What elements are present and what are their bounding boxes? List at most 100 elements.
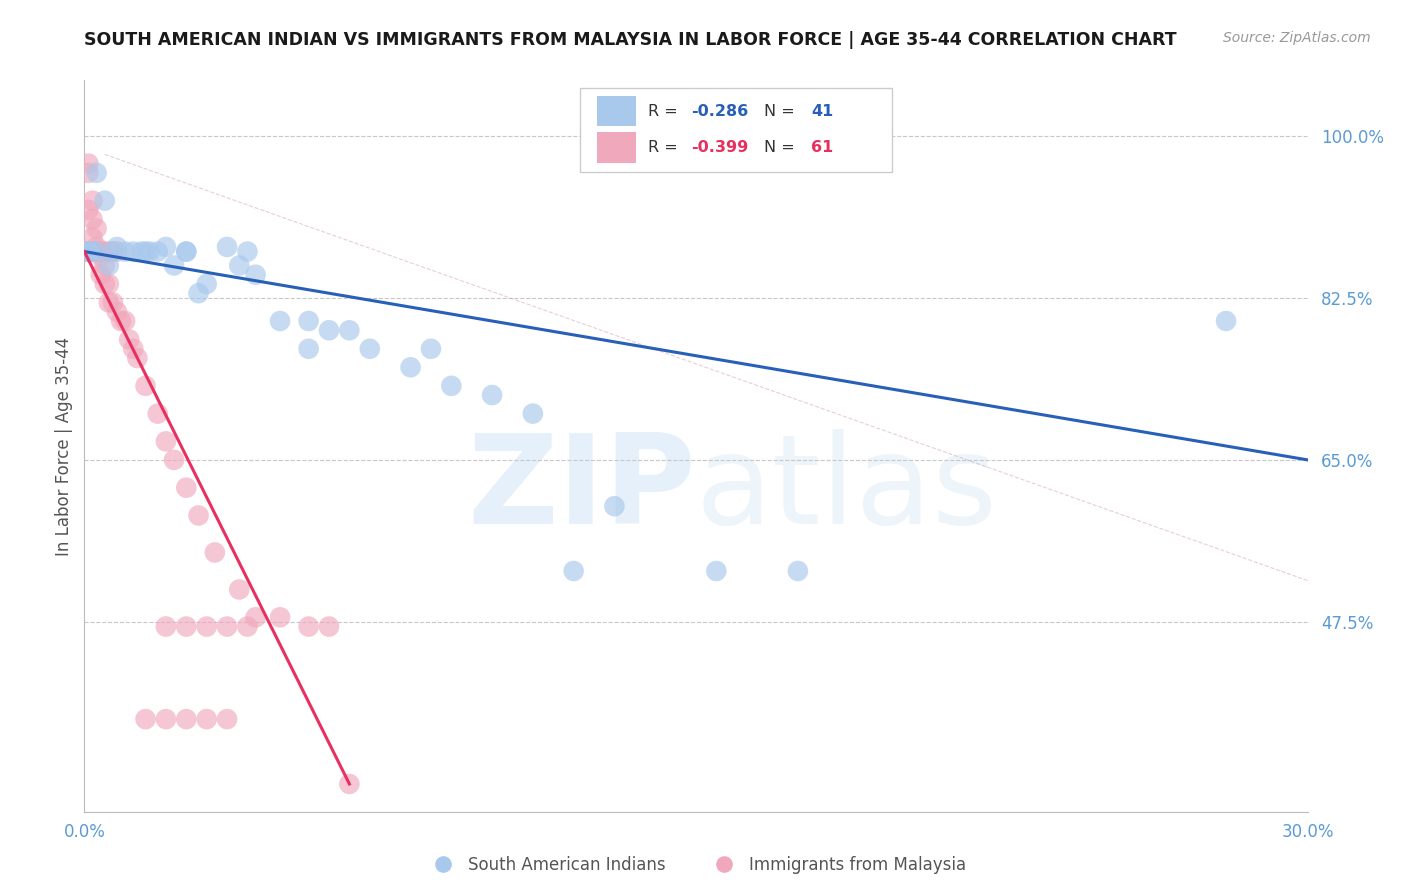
Point <box>236 244 259 259</box>
Point <box>195 619 218 633</box>
Point <box>86 166 108 180</box>
Point <box>269 314 291 328</box>
Point <box>77 244 100 259</box>
Point <box>135 244 157 259</box>
Point <box>245 268 267 282</box>
Text: 41: 41 <box>811 103 834 119</box>
Point <box>86 244 108 259</box>
Point <box>217 240 239 254</box>
Point <box>176 244 198 259</box>
Point <box>90 268 112 282</box>
Text: atlas: atlas <box>696 429 998 550</box>
Point <box>163 453 186 467</box>
Point <box>131 244 153 259</box>
Point <box>155 619 177 633</box>
Point <box>86 240 108 254</box>
Point <box>155 240 177 254</box>
Point <box>77 202 100 217</box>
Point <box>603 499 626 513</box>
Point <box>163 259 186 273</box>
Point <box>114 314 136 328</box>
Point <box>138 244 160 259</box>
Text: 61: 61 <box>811 140 834 155</box>
Point <box>481 388 503 402</box>
Point <box>176 619 198 633</box>
Text: SOUTH AMERICAN INDIAN VS IMMIGRANTS FROM MALAYSIA IN LABOR FORCE | AGE 35-44 COR: SOUTH AMERICAN INDIAN VS IMMIGRANTS FROM… <box>84 31 1177 49</box>
Point <box>77 244 100 259</box>
Point <box>77 156 100 170</box>
Point <box>236 619 259 633</box>
Point <box>339 323 361 337</box>
Point <box>228 259 250 273</box>
Point <box>93 194 117 208</box>
Point <box>706 564 728 578</box>
Text: N =: N = <box>765 103 800 119</box>
Point <box>217 619 239 633</box>
Point <box>127 351 149 365</box>
Point <box>82 194 104 208</box>
Point <box>82 244 104 259</box>
Point <box>97 259 120 273</box>
Point <box>105 240 128 254</box>
Point <box>176 712 198 726</box>
Point <box>82 230 104 244</box>
Point <box>176 244 198 259</box>
Point <box>204 545 226 559</box>
Point <box>77 244 100 259</box>
Point <box>155 434 177 449</box>
Point <box>135 379 157 393</box>
Point <box>562 564 585 578</box>
Point <box>105 244 128 259</box>
Point <box>195 277 218 291</box>
Point <box>101 295 124 310</box>
Point <box>269 610 291 624</box>
Point <box>77 244 100 259</box>
Point <box>339 777 361 791</box>
Point <box>101 244 124 259</box>
Point <box>86 244 108 259</box>
Point <box>90 249 112 263</box>
Point <box>298 314 321 328</box>
Bar <box>598 132 636 163</box>
Y-axis label: In Labor Force | Age 35-44: In Labor Force | Age 35-44 <box>55 336 73 556</box>
Point <box>93 244 117 259</box>
Text: ZIP: ZIP <box>467 429 696 550</box>
Point <box>90 244 112 259</box>
Point <box>77 166 100 180</box>
Point <box>86 221 108 235</box>
Point <box>82 244 104 259</box>
Point <box>82 244 104 259</box>
Point <box>318 619 340 633</box>
Point <box>82 244 104 259</box>
Point <box>187 508 209 523</box>
Point <box>97 277 120 291</box>
Point <box>298 619 321 633</box>
Point <box>114 244 136 259</box>
Point <box>90 244 112 259</box>
Point <box>82 212 104 227</box>
Point <box>1215 314 1237 328</box>
FancyBboxPatch shape <box>579 87 891 171</box>
Point <box>135 712 157 726</box>
Point <box>420 342 443 356</box>
Text: N =: N = <box>765 140 800 155</box>
Point <box>93 259 117 273</box>
Text: -0.286: -0.286 <box>692 103 748 119</box>
Point <box>122 244 145 259</box>
Point <box>787 564 810 578</box>
Bar <box>598 95 636 127</box>
Point <box>195 712 218 726</box>
Point <box>110 314 132 328</box>
Point <box>217 712 239 726</box>
Point <box>101 244 124 259</box>
Point <box>97 244 120 259</box>
Point <box>77 244 100 259</box>
Point <box>86 244 108 259</box>
Point <box>118 333 141 347</box>
Text: R =: R = <box>648 103 683 119</box>
Point <box>77 244 100 259</box>
Point <box>522 407 544 421</box>
Text: Source: ZipAtlas.com: Source: ZipAtlas.com <box>1223 31 1371 45</box>
Point <box>155 712 177 726</box>
Point <box>245 610 267 624</box>
